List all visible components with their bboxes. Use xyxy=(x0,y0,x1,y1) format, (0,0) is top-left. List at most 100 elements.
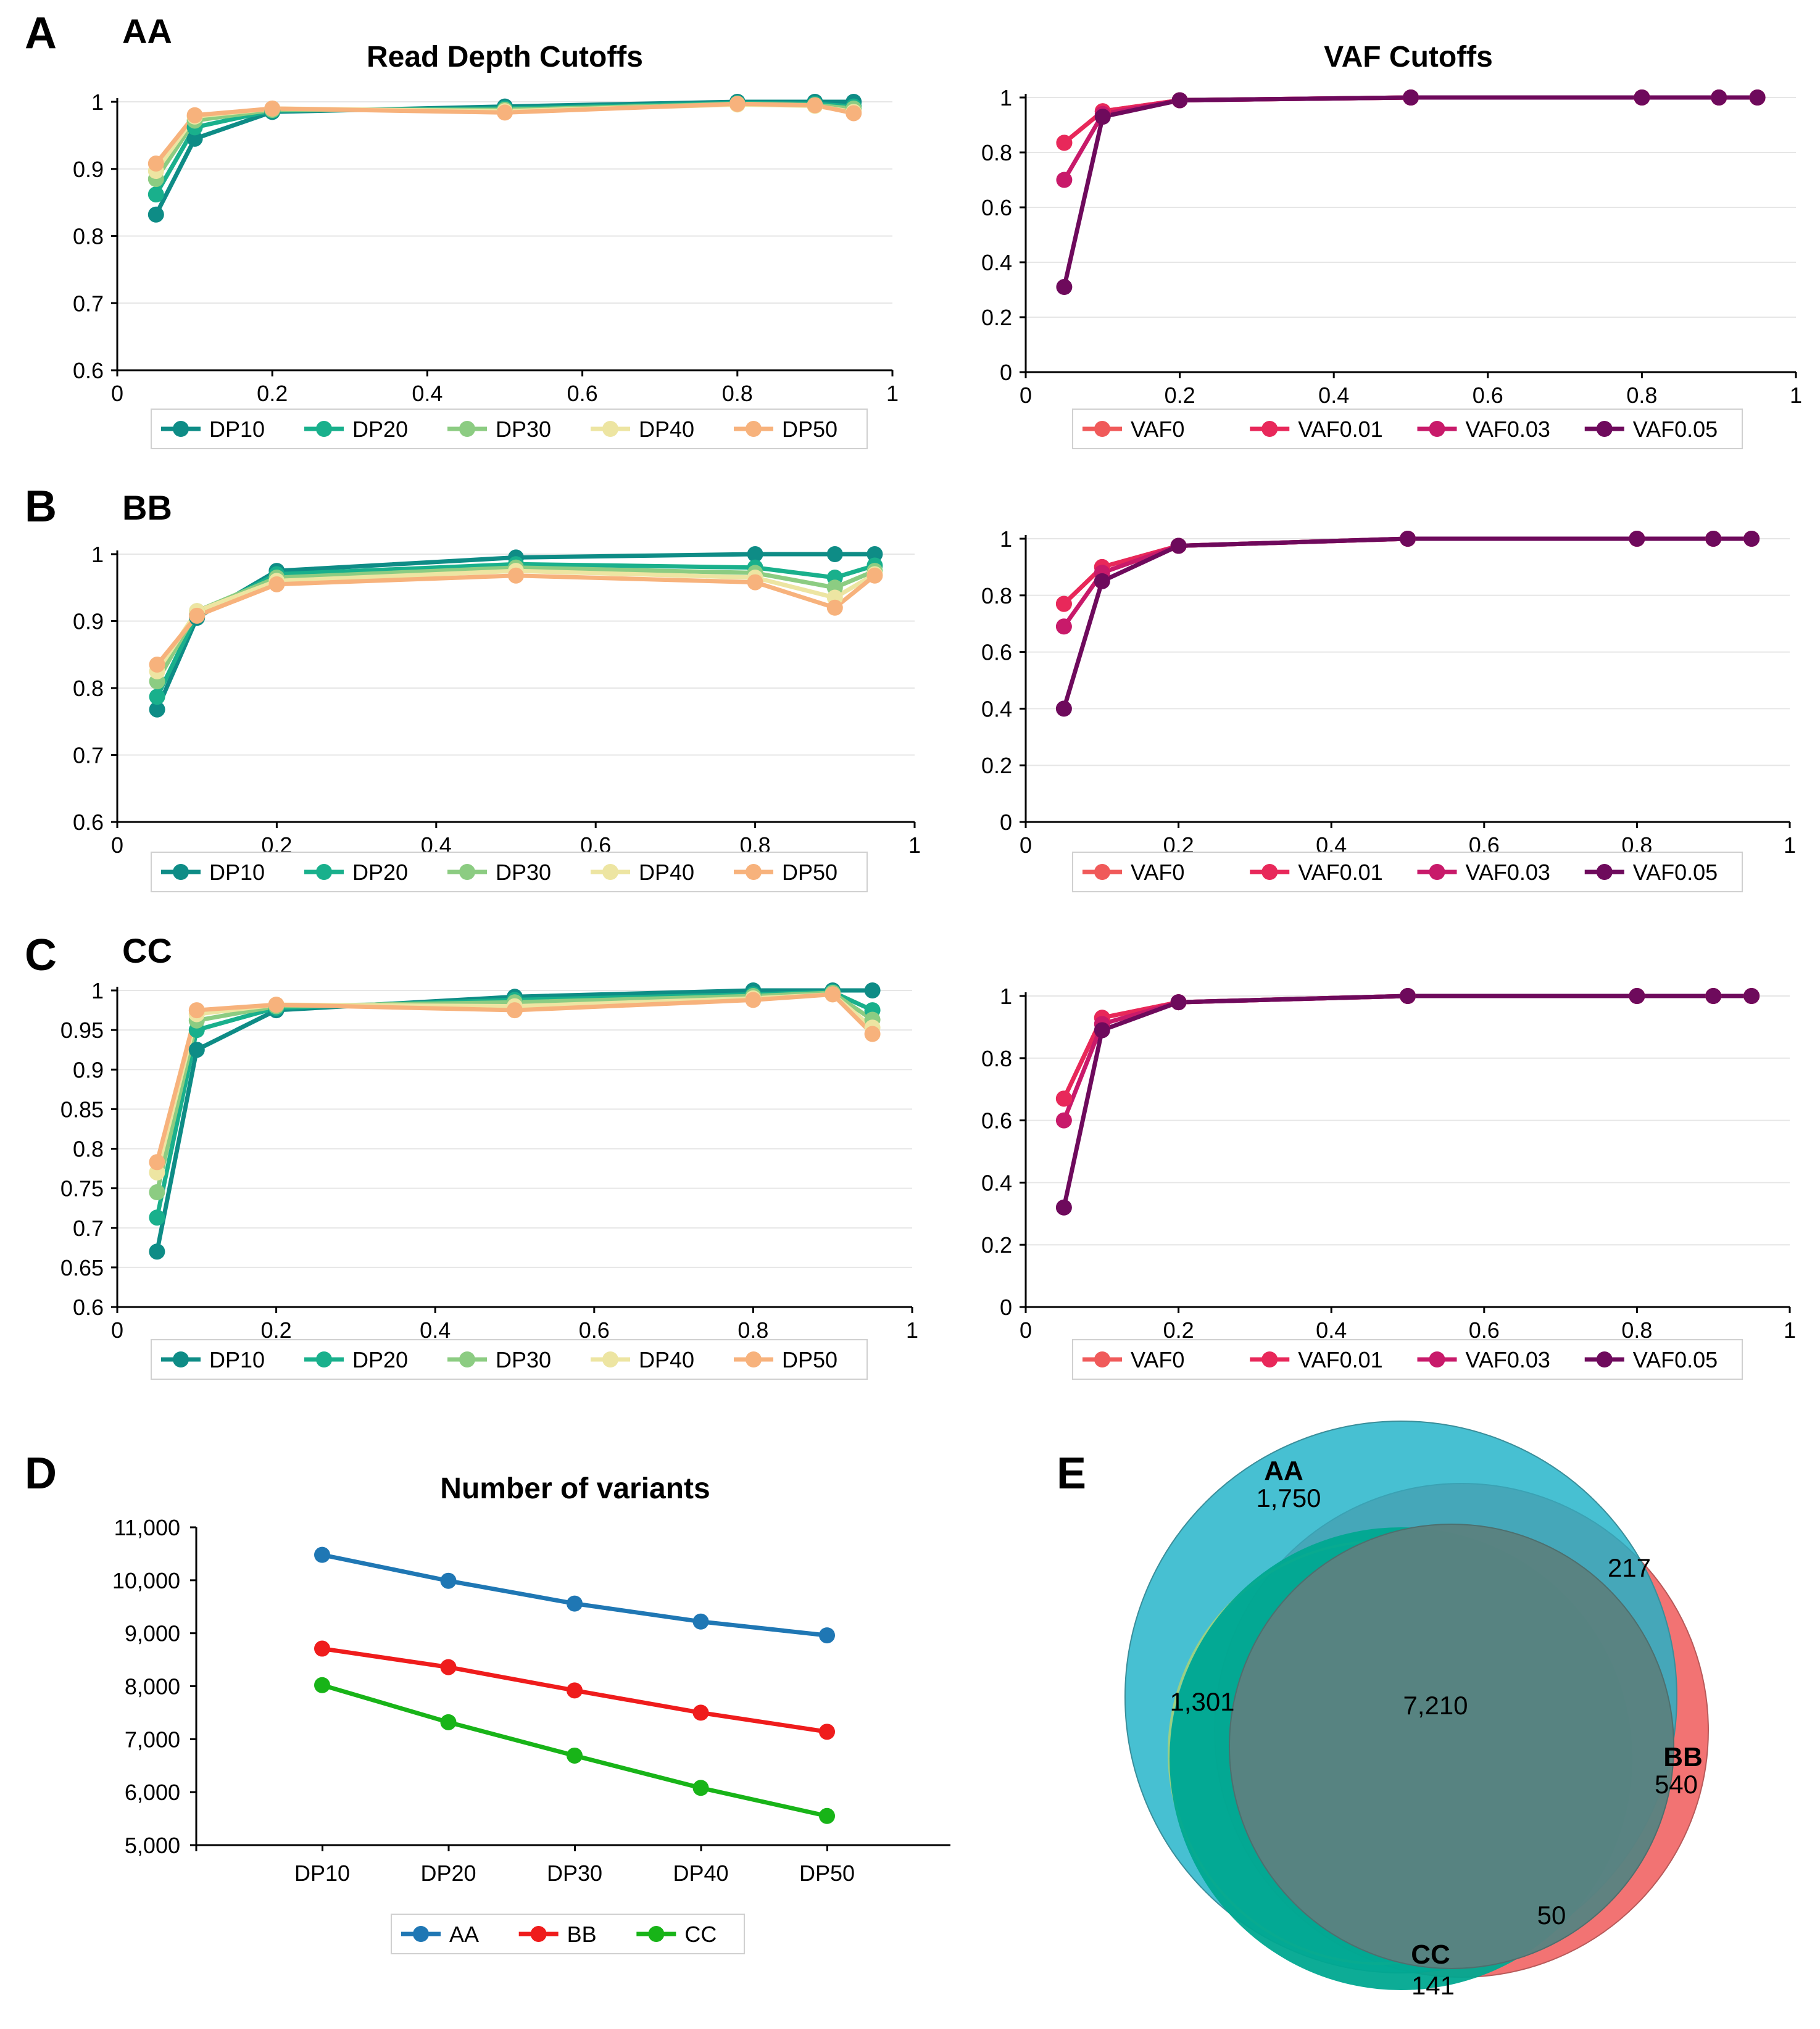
data-point-vaf0-05 xyxy=(1171,92,1188,109)
data-point-bb xyxy=(819,1724,835,1740)
series-line-dp20 xyxy=(154,990,874,1218)
y-tick-label: 0 xyxy=(1000,360,1012,385)
data-point-dp50 xyxy=(846,105,862,122)
venn-set-label-aa: AA xyxy=(1264,1456,1303,1486)
y-tick-label: 0.8 xyxy=(73,1137,104,1162)
group-label-cc: CC xyxy=(122,931,172,970)
x-tick-label: 0.4 xyxy=(1316,1317,1347,1343)
legend-label-dp40: DP40 xyxy=(639,860,694,885)
legend-marker-vaf0 xyxy=(1094,864,1110,880)
legend-marker-vaf0-03 xyxy=(1429,864,1445,880)
x-tick-label: 0.4 xyxy=(420,1317,451,1343)
data-point-dp50 xyxy=(825,986,841,1003)
data-point-dp50 xyxy=(508,567,524,584)
data-point-dp10 xyxy=(826,546,843,562)
y-tick-label: 7,000 xyxy=(125,1727,180,1752)
data-point-aa xyxy=(440,1572,457,1589)
y-tick-label: 0.75 xyxy=(60,1176,104,1201)
legend-marker-dp50 xyxy=(746,1351,762,1367)
data-point-vaf0-05 xyxy=(1705,531,1722,547)
data-point-cc xyxy=(440,1714,457,1730)
data-point-dp50 xyxy=(497,104,513,121)
data-point-vaf0-05 xyxy=(1055,1199,1072,1216)
legend-label-dp20: DP20 xyxy=(352,1347,408,1372)
venn-core-region xyxy=(1229,1524,1674,1969)
data-point-vaf0-05 xyxy=(1403,89,1419,106)
data-point-cc xyxy=(314,1677,330,1693)
y-tick-label: 0.4 xyxy=(981,1170,1012,1195)
legend-label-vaf0-01: VAF0.01 xyxy=(1298,860,1382,885)
data-point-vaf0-05 xyxy=(1749,89,1766,106)
y-tick-label: 0.8 xyxy=(981,583,1012,608)
y-tick-label: 0.9 xyxy=(73,157,104,182)
legend-marker-bb xyxy=(530,1926,547,1942)
data-point-vaf0-05 xyxy=(1400,531,1416,547)
legend-label-dp10: DP10 xyxy=(209,417,265,442)
data-point-aa xyxy=(692,1613,709,1630)
data-point-cc xyxy=(692,1780,709,1796)
legend-label-vaf0-03: VAF0.03 xyxy=(1466,1347,1550,1372)
data-point-bb xyxy=(692,1704,709,1721)
legend-marker-dp50 xyxy=(746,421,762,437)
x-category-label: DP10 xyxy=(294,1861,350,1886)
data-point-dp20 xyxy=(149,1210,165,1226)
y-tick-label: 0.2 xyxy=(981,305,1012,330)
venn-diagram: AA 1,750 217 1,301 7,210 BB 540 50 CC 14… xyxy=(1124,1421,1709,2000)
x-tick-label: 0.2 xyxy=(261,1317,292,1343)
y-tick-label: 0 xyxy=(1000,810,1012,835)
panel-label-e: E xyxy=(1057,1449,1086,1498)
y-tick-label: 11,000 xyxy=(114,1515,180,1540)
legend-label-dp10: DP10 xyxy=(209,860,265,885)
legend-label-dp50: DP50 xyxy=(782,417,837,442)
legend-marker-dp30 xyxy=(459,421,475,437)
x-category-label: DP50 xyxy=(799,1861,855,1886)
data-point-dp50 xyxy=(866,567,883,584)
data-point-dp10 xyxy=(188,1042,205,1058)
series-line-vaf0-01 xyxy=(1062,994,1752,1100)
legend-marker-vaf0 xyxy=(1094,1351,1110,1367)
series-line-vaf0-05 xyxy=(1062,95,1758,288)
y-tick-label: 0.6 xyxy=(981,640,1012,665)
data-point-vaf0-03 xyxy=(1056,172,1073,188)
x-tick-label: 1 xyxy=(1784,1317,1796,1343)
series-line-dp50 xyxy=(155,992,875,1163)
legend-label-dp40: DP40 xyxy=(639,1347,694,1372)
x-tick-label: 0.2 xyxy=(1163,1317,1194,1343)
data-point-vaf0-05 xyxy=(1743,988,1760,1004)
data-point-aa xyxy=(819,1627,835,1644)
data-point-dp50 xyxy=(864,1026,881,1042)
data-point-vaf0-05 xyxy=(1170,537,1187,554)
y-tick-label: 0.95 xyxy=(60,1018,104,1043)
data-point-dp50 xyxy=(189,607,206,624)
data-point-vaf0-03 xyxy=(1055,618,1072,635)
venn-count-aa-cc: 1,301 xyxy=(1170,1687,1234,1716)
data-point-vaf0-01 xyxy=(1055,1090,1072,1107)
data-point-dp50 xyxy=(188,1002,205,1019)
y-tick-label: 0.2 xyxy=(981,753,1012,778)
legend-marker-dp40 xyxy=(602,1351,618,1367)
series-line-dp50 xyxy=(155,573,876,666)
series-line-dp30 xyxy=(154,990,874,1193)
x-category-label: DP30 xyxy=(547,1861,602,1886)
y-tick-label: 1 xyxy=(91,978,104,1003)
legend-marker-dp40 xyxy=(602,864,618,880)
data-point-dp50 xyxy=(264,100,281,117)
x-tick-label: 0.8 xyxy=(1626,383,1657,408)
data-point-dp50 xyxy=(745,992,762,1008)
legend-marker-vaf0 xyxy=(1094,421,1110,437)
y-tick-label: 1 xyxy=(1000,85,1012,110)
legend-label-dp30: DP30 xyxy=(496,417,551,442)
y-tick-label: 1 xyxy=(91,89,104,115)
legend-marker-dp30 xyxy=(459,864,475,880)
legend-label-vaf0-03: VAF0.03 xyxy=(1466,417,1550,442)
y-tick-label: 1 xyxy=(1000,984,1012,1009)
data-point-vaf0-05 xyxy=(1056,279,1073,296)
x-tick-label: 0.8 xyxy=(738,1317,768,1343)
legend-label-cc: CC xyxy=(684,1922,717,1947)
x-tick-label: 0.6 xyxy=(579,1317,610,1343)
data-point-aa xyxy=(314,1546,330,1563)
legend-marker-dp30 xyxy=(459,1351,475,1367)
x-tick-label: 0 xyxy=(111,832,123,858)
venn-count-cc: 141 xyxy=(1411,1971,1455,2000)
legend-marker-dp10 xyxy=(173,864,189,880)
